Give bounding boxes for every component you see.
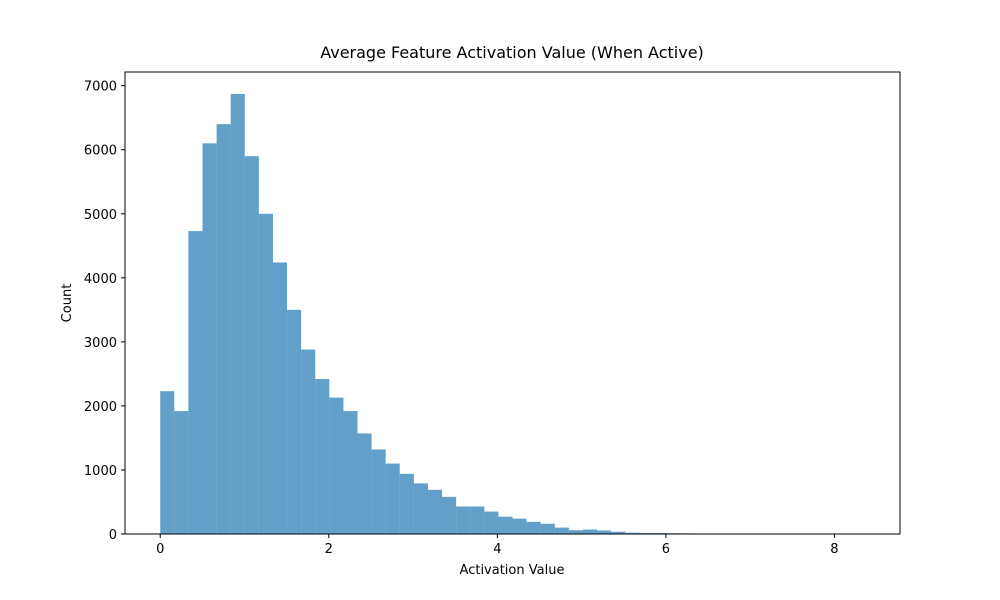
y-axis-label: Count xyxy=(60,284,75,323)
bar xyxy=(427,489,443,534)
y-tick-label: 5000 xyxy=(84,208,117,223)
bar xyxy=(399,473,414,534)
bar xyxy=(484,511,499,534)
bar xyxy=(272,262,288,534)
bar xyxy=(188,231,203,534)
bar xyxy=(258,213,273,534)
y-tick-label: 0 xyxy=(109,528,117,543)
x-tick-label: 8 xyxy=(830,542,838,557)
bar xyxy=(512,518,527,534)
bar xyxy=(343,411,358,534)
bar xyxy=(385,463,400,534)
bar xyxy=(315,379,330,534)
x-tick-label: 0 xyxy=(156,542,164,557)
bar xyxy=(611,531,626,534)
y-tick-label: 1000 xyxy=(84,464,117,479)
x-tick-label: 4 xyxy=(493,542,501,557)
plot-frame xyxy=(124,71,901,535)
bar xyxy=(202,143,217,534)
y-tick-label: 3000 xyxy=(84,336,117,351)
bar xyxy=(456,506,471,534)
bar xyxy=(470,506,485,534)
bar xyxy=(230,94,245,535)
y-tick-label: 6000 xyxy=(84,144,117,159)
bar xyxy=(526,521,541,534)
bar xyxy=(371,449,386,534)
bar xyxy=(287,309,302,534)
bar xyxy=(498,516,513,534)
bar xyxy=(329,397,344,534)
bar xyxy=(216,124,231,534)
bar xyxy=(540,523,555,534)
bar xyxy=(413,483,428,534)
bar xyxy=(597,530,612,534)
bar xyxy=(244,156,259,534)
bar xyxy=(554,527,569,534)
bar xyxy=(160,391,175,534)
y-tick-label: 2000 xyxy=(84,400,117,415)
bar xyxy=(625,532,640,534)
bar xyxy=(301,349,316,534)
bar xyxy=(174,411,189,534)
y-tick-label: 7000 xyxy=(84,80,117,95)
x-tick-label: 2 xyxy=(325,542,333,557)
bar xyxy=(442,496,457,534)
x-tick-label: 6 xyxy=(662,542,670,557)
bar xyxy=(357,433,372,534)
chart-title: Average Feature Activation Value (When A… xyxy=(320,43,704,62)
x-axis-label: Activation Value xyxy=(460,563,565,578)
bar xyxy=(568,530,583,534)
bar xyxy=(582,529,598,534)
y-tick-label: 4000 xyxy=(84,272,117,287)
